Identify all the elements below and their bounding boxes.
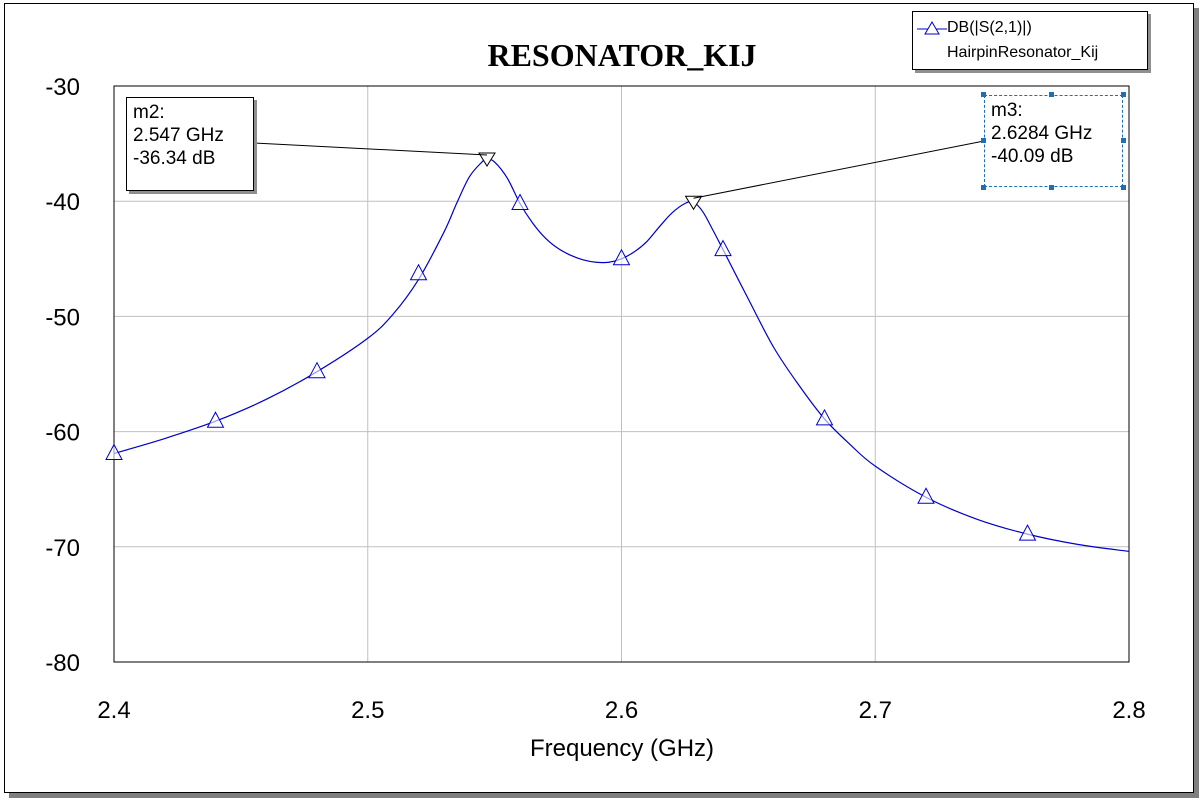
data-point-marker [206,411,225,428]
data-point-marker [511,193,529,211]
selection-handle[interactable] [981,138,986,143]
grid [114,86,1129,662]
marker-m3-name: m3: [991,100,1023,121]
marker-m3-leader-line [693,140,985,199]
data-point-marker [917,487,935,504]
x-tick-label: 2.7 [859,697,892,724]
legend-entry: DB(|S(2,1)|) [947,19,1032,36]
selection-handle[interactable] [1121,92,1126,97]
marker-m3-symbol [684,195,703,211]
y-tick-label: -80 [45,650,80,677]
marker-m2-leader-line [253,142,488,156]
marker-m3-frequency: 2.6284 GHz [991,123,1093,144]
legend-source: HairpinResonator_Kij [947,44,1099,61]
marker-layer [105,193,1037,541]
marker-m2-frequency: 2.547 GHz [133,125,224,146]
marker-m2-label[interactable]: m2: 2.547 GHz -36.34 dB [126,97,254,191]
marker-m3-label[interactable]: m3: 2.6284 GHz -40.09 dB [981,92,1126,190]
x-tick-label: 2.8 [1112,697,1145,724]
plot-area [113,85,1130,663]
data-point-marker [308,361,326,379]
y-tick-label: -40 [45,189,80,216]
selection-handle[interactable] [1049,92,1054,97]
selection-handle[interactable] [981,185,986,190]
y-tick-label: -70 [45,535,80,562]
x-tick-label: 2.5 [351,697,384,724]
y-tick-label: -30 [45,74,80,101]
selection-handle[interactable] [1049,185,1054,190]
data-point-marker [105,443,123,460]
data-point-marker [612,248,631,266]
data-point-marker [409,263,428,281]
legend[interactable]: DB(|S(2,1)|) HairpinResonator_Kij [912,11,1148,70]
selection-handle[interactable] [1121,185,1126,190]
marker-m3-value: -40.09 dB [991,146,1074,167]
selection-handle[interactable] [1121,138,1126,143]
x-axis-label: Frequency (GHz) [530,735,714,762]
marker-m2-value: -36.34 dB [133,148,216,169]
leader-lines [253,140,985,211]
x-tick-label: 2.4 [97,697,130,724]
triangle-legend-icon [917,21,947,35]
data-point-marker [1018,524,1037,541]
selection-handle[interactable] [981,92,986,97]
y-tick-label: -50 [45,304,80,331]
y-tick-label: -60 [45,420,80,447]
data-point-marker [815,408,834,426]
y-axis: -30 -40 -50 -60 -70 -80 [45,74,80,677]
data-point-marker [714,239,732,257]
chart-title: RESONATOR_KIJ [487,37,756,73]
x-tick-label: 2.6 [605,697,638,724]
marker-m2-name: m2: [133,102,165,123]
marker-m2-symbol [478,152,496,167]
x-axis: 2.4 2.5 2.6 2.7 2.8 [97,697,1145,724]
